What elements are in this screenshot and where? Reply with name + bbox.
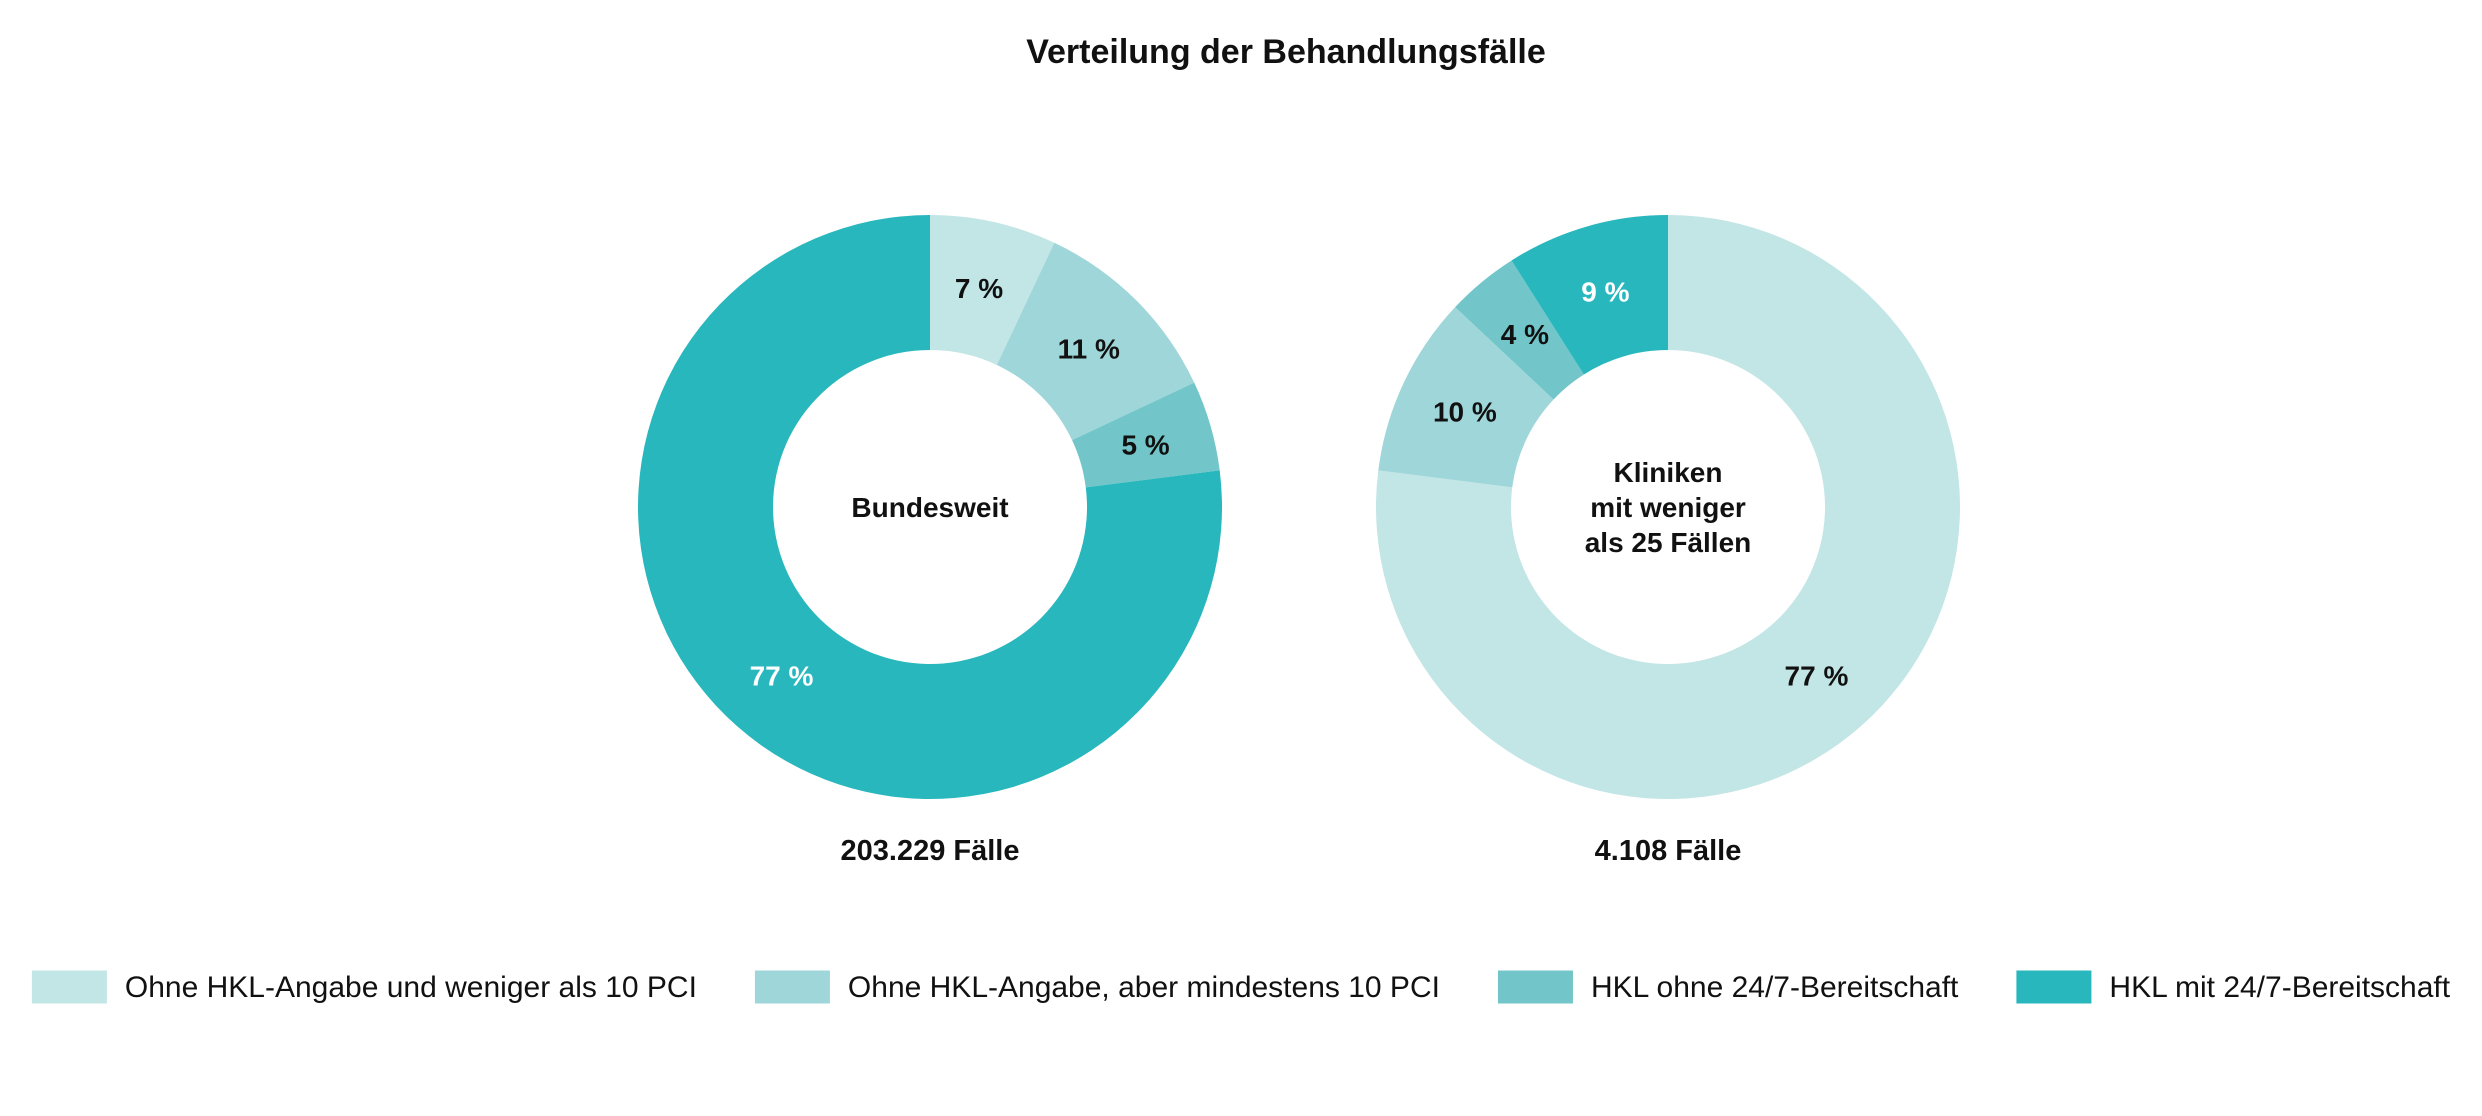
legend-item-2: Ohne HKL-Angabe, aber mindestens 10 PCI <box>754 970 1440 1004</box>
donut-1-center-label-1: Bundesweit <box>851 492 1008 523</box>
donut-2-value-label-3: 4 % <box>1501 319 1549 350</box>
donut-1-value-label-3: 5 % <box>1121 429 1169 460</box>
legend-item-4: HKL mit 24/7-Bereitschaft <box>2016 970 2451 1004</box>
donut-2: 77 % 10 % 4 % 9 % Kliniken mit weniger als 25 … <box>1376 215 1960 867</box>
legend-label-4: HKL mit 24/7-Bereitschaft <box>2109 971 2450 1004</box>
legend-label-1: Ohne HKL-Angabe und weniger als 10 PCI <box>125 971 697 1004</box>
donut-2-value-label-1: 77 % <box>1785 660 1849 691</box>
donut-1: 7 % 11 % 5 % 77 % Bundesweit 203.229 Fälle <box>637 215 1222 867</box>
legend-swatch-3 <box>1497 970 1573 1004</box>
donut-1-slice-3 <box>1072 382 1220 488</box>
donut-1-value-label-4: 77 % <box>750 660 814 691</box>
legend-swatch-4 <box>2016 970 2092 1004</box>
donut-1-value-label-1: 7 % <box>955 273 1003 304</box>
donut-1-total-label: 203.229 Fälle <box>841 835 1020 867</box>
donut-1-value-label-2: 11 % <box>1058 333 1120 364</box>
donut-2-slice-1 <box>1376 215 1960 800</box>
legend-swatch-2 <box>754 970 830 1004</box>
donut-2-slice-4 <box>1511 215 1668 375</box>
donut-2-value-label-4: 9 % <box>1581 276 1629 307</box>
donut-2-center-label-1: Kliniken <box>1614 457 1723 488</box>
legend-label-3: HKL ohne 24/7-Bereitschaft <box>1591 971 1959 1004</box>
donut-1-slice-4 <box>637 215 1222 800</box>
donut-2-slice-2 <box>1378 307 1554 488</box>
donut-2-total-label: 4.108 Fälle <box>1595 835 1742 867</box>
donut-2-center-label-3: als 25 Fällen <box>1585 527 1752 558</box>
legend-label-2: Ohne HKL-Angabe, aber mindestens 10 PCI <box>848 971 1440 1004</box>
donut-1-slice-2 <box>996 242 1195 441</box>
donut-1-slice-1 <box>930 215 1055 365</box>
legend: Ohne HKL-Angabe und weniger als 10 PCI Oh… <box>31 970 2451 1004</box>
chart-title: Verteilung der Behandlungsfälle <box>1026 33 1546 71</box>
donut-2-value-label-2: 10 % <box>1433 396 1497 427</box>
legend-swatch-1 <box>31 970 107 1004</box>
legend-item-1: Ohne HKL-Angabe und weniger als 10 PCI <box>31 970 697 1004</box>
donut-2-slice-3 <box>1455 260 1584 400</box>
donut-charts: 7 % 11 % 5 % 77 % Bundesweit 203.229 Fälle 77 … <box>637 215 1960 867</box>
donut-2-center-label-2: mit weniger <box>1590 492 1746 523</box>
legend-item-3: HKL ohne 24/7-Bereitschaft <box>1497 970 1959 1004</box>
